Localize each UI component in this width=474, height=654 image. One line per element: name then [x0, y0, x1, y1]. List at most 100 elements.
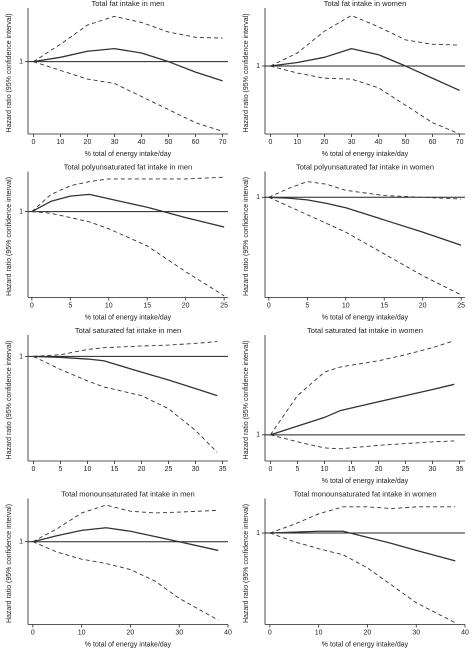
x-tick-label: 10 [57, 139, 65, 146]
y-tick-label: 1 [19, 539, 23, 546]
confidence-band-line [33, 356, 218, 453]
x-tick-label: 30 [429, 466, 437, 473]
y-tick-label: 1 [19, 59, 23, 66]
x-tick-label: 20 [84, 139, 92, 146]
hazard-ratio-line [33, 355, 218, 397]
panel: Total fat intake in women Hazard ratio (9… [243, 0, 465, 158]
y-axis-label: Hazard ratio (95% confidence interval) [243, 13, 250, 132]
x-tick-label: 10 [321, 466, 329, 473]
hazard-ratio-line [31, 193, 225, 228]
confidence-band-line [33, 15, 223, 63]
panel: Total monounsaturated fat intake in wome… [243, 489, 469, 648]
panel-title: Total fat intake in women [324, 0, 407, 8]
hazard-ratio-line [268, 196, 462, 246]
x-tick-label: 60 [192, 139, 200, 146]
x-tick-label: 30 [111, 139, 119, 146]
x-tick-label: 25 [457, 302, 465, 309]
x-tick-label: 20 [364, 629, 372, 636]
x-tick-label: 70 [219, 139, 227, 146]
x-tick-label: 40 [375, 139, 383, 146]
x-tick-label: 15 [380, 302, 388, 309]
confidence-band-line [31, 176, 225, 212]
confidence-band-line [31, 211, 225, 297]
panel-title: Total fat intake in men [92, 0, 165, 8]
x-tick-label: 0 [268, 139, 272, 146]
confidence-band-line [270, 15, 460, 67]
x-tick-label: 20 [138, 466, 146, 473]
x-tick-label: 10 [315, 629, 323, 636]
confidence-band-line [269, 506, 456, 534]
y-axis-label: Hazard ratio (95% confidence interval) [6, 340, 13, 459]
panel: Total monounsaturated fat intake in men H… [6, 489, 232, 648]
x-tick-label: 0 [31, 466, 35, 473]
confidence-band-line [268, 181, 462, 200]
panel: Total polyunsaturated fat intake in men H… [6, 162, 228, 321]
x-axis-label: % total of energy intake/day [322, 314, 409, 321]
x-tick-label: 35 [219, 466, 227, 473]
confidence-band-line [270, 340, 455, 436]
x-tick-label: 10 [342, 302, 350, 309]
panel-title: Total monounsaturated fat intake in men [61, 489, 194, 498]
confidence-band-line [33, 61, 223, 132]
y-axis-label: Hazard ratio (95% confidence interval) [6, 177, 13, 296]
confidence-band-line [270, 65, 460, 135]
hazard-ratio-line [269, 530, 456, 562]
confidence-band-line [32, 541, 219, 621]
x-tick-label: 50 [165, 139, 173, 146]
x-axis-label: % total of energy intake/day [85, 641, 172, 648]
x-tick-label: 20 [127, 629, 135, 636]
x-tick-label: 20 [321, 139, 329, 146]
x-tick-label: 70 [456, 139, 464, 146]
hazard-ratio-line [33, 47, 223, 82]
x-tick-label: 30 [412, 629, 420, 636]
confidence-band-line [33, 341, 218, 357]
x-axis-label: % total of energy intake/day [85, 314, 172, 321]
x-tick-label: 0 [30, 302, 34, 309]
x-tick-label: 10 [78, 629, 86, 636]
x-tick-label: 0 [267, 302, 271, 309]
hazard-ratio-line [32, 527, 219, 552]
y-tick-label: 1 [256, 194, 260, 201]
x-tick-label: 0 [268, 466, 272, 473]
x-tick-label: 25 [402, 466, 410, 473]
x-tick-label: 15 [111, 466, 119, 473]
panel-title: Total polyunsaturated fat intake in men [64, 162, 192, 171]
x-tick-label: 40 [138, 139, 146, 146]
hazard-ratio-line [270, 383, 455, 436]
x-tick-label: 10 [294, 139, 302, 146]
hazard-ratio-line [270, 47, 460, 92]
confidence-band-line [32, 504, 219, 543]
panel: Total fat intake in men Hazard ratio (95%… [6, 0, 228, 158]
y-axis-label: Hazard ratio (95% confidence interval) [6, 13, 13, 132]
panel: Total saturated fat intake in women Hazar… [243, 326, 465, 485]
panel-title: Total monounsaturated fat intake in wome… [293, 489, 436, 498]
x-tick-label: 0 [268, 629, 272, 636]
y-axis-label: Hazard ratio (95% confidence interval) [243, 340, 250, 459]
x-tick-label: 15 [143, 302, 151, 309]
x-tick-label: 35 [456, 466, 464, 473]
x-tick-label: 20 [182, 302, 190, 309]
x-tick-label: 30 [192, 466, 200, 473]
x-tick-label: 5 [68, 302, 72, 309]
x-tick-label: 30 [175, 629, 183, 636]
y-tick-label: 1 [256, 63, 260, 70]
x-tick-label: 20 [375, 466, 383, 473]
x-tick-label: 60 [429, 139, 437, 146]
confidence-band-line [269, 532, 456, 624]
x-tick-label: 25 [220, 302, 228, 309]
x-axis-label: % total of energy intake/day [322, 478, 409, 485]
y-axis-label: Hazard ratio (95% confidence interval) [243, 177, 250, 296]
x-tick-label: 15 [348, 466, 356, 473]
x-tick-label: 50 [402, 139, 410, 146]
x-tick-label: 0 [31, 629, 35, 636]
x-tick-label: 20 [419, 302, 427, 309]
x-tick-label: 30 [348, 139, 356, 146]
x-axis-label: % total of energy intake/day [85, 151, 172, 158]
x-axis-label: % total of energy intake/day [322, 641, 409, 648]
x-tick-label: 10 [105, 302, 113, 309]
x-tick-label: 5 [58, 466, 62, 473]
x-tick-label: 10 [84, 466, 92, 473]
x-tick-label: 40 [224, 629, 232, 636]
y-tick-label: 1 [19, 208, 23, 215]
panel: Total saturated fat intake in men Hazard … [6, 326, 228, 473]
